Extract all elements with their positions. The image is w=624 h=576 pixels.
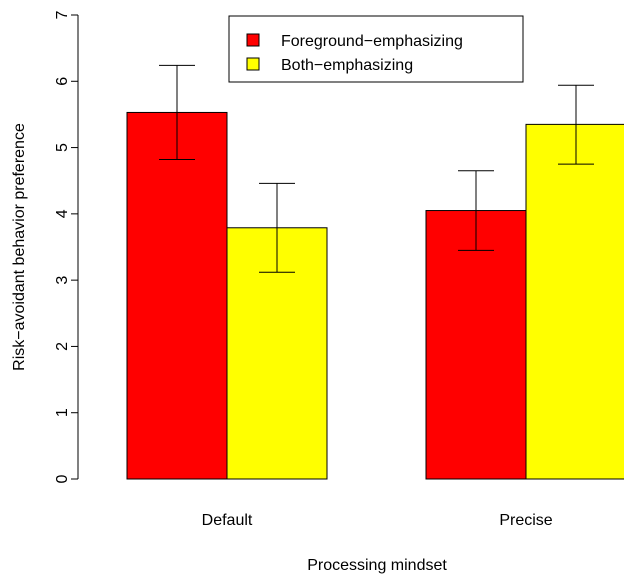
y-tick-label: 2	[54, 342, 71, 351]
legend-box	[228, 15, 524, 83]
y-tick-label: 7	[54, 10, 71, 19]
x-category-label: Default	[202, 512, 253, 529]
y-tick-label: 4	[54, 209, 71, 218]
y-tick-label: 3	[54, 276, 71, 285]
error-bars	[159, 64, 594, 273]
legend-label: Both−emphasizing	[281, 57, 413, 74]
y-axis: 0 1 2 3 4 5 6 7	[54, 10, 79, 483]
bar	[126, 111, 228, 480]
y-axis-title: Risk−avoidant behavior preference	[11, 123, 28, 371]
y-tick-label: 6	[54, 77, 71, 86]
x-axis-labels: Default Precise	[202, 512, 553, 529]
y-tick-label: 1	[54, 408, 71, 417]
legend: Foreground−emphasizing Both−emphasizing	[228, 15, 524, 83]
y-tick-label: 5	[54, 143, 71, 152]
x-axis-title: Processing mindset	[307, 557, 447, 574]
bars	[126, 111, 624, 480]
y-tick-label: 0	[54, 474, 71, 483]
bar	[525, 123, 624, 480]
legend-swatch	[246, 57, 260, 71]
legend-swatch	[246, 33, 260, 47]
bar	[425, 210, 527, 480]
legend-label: Foreground−emphasizing	[281, 33, 463, 50]
x-category-label: Precise	[499, 512, 552, 529]
